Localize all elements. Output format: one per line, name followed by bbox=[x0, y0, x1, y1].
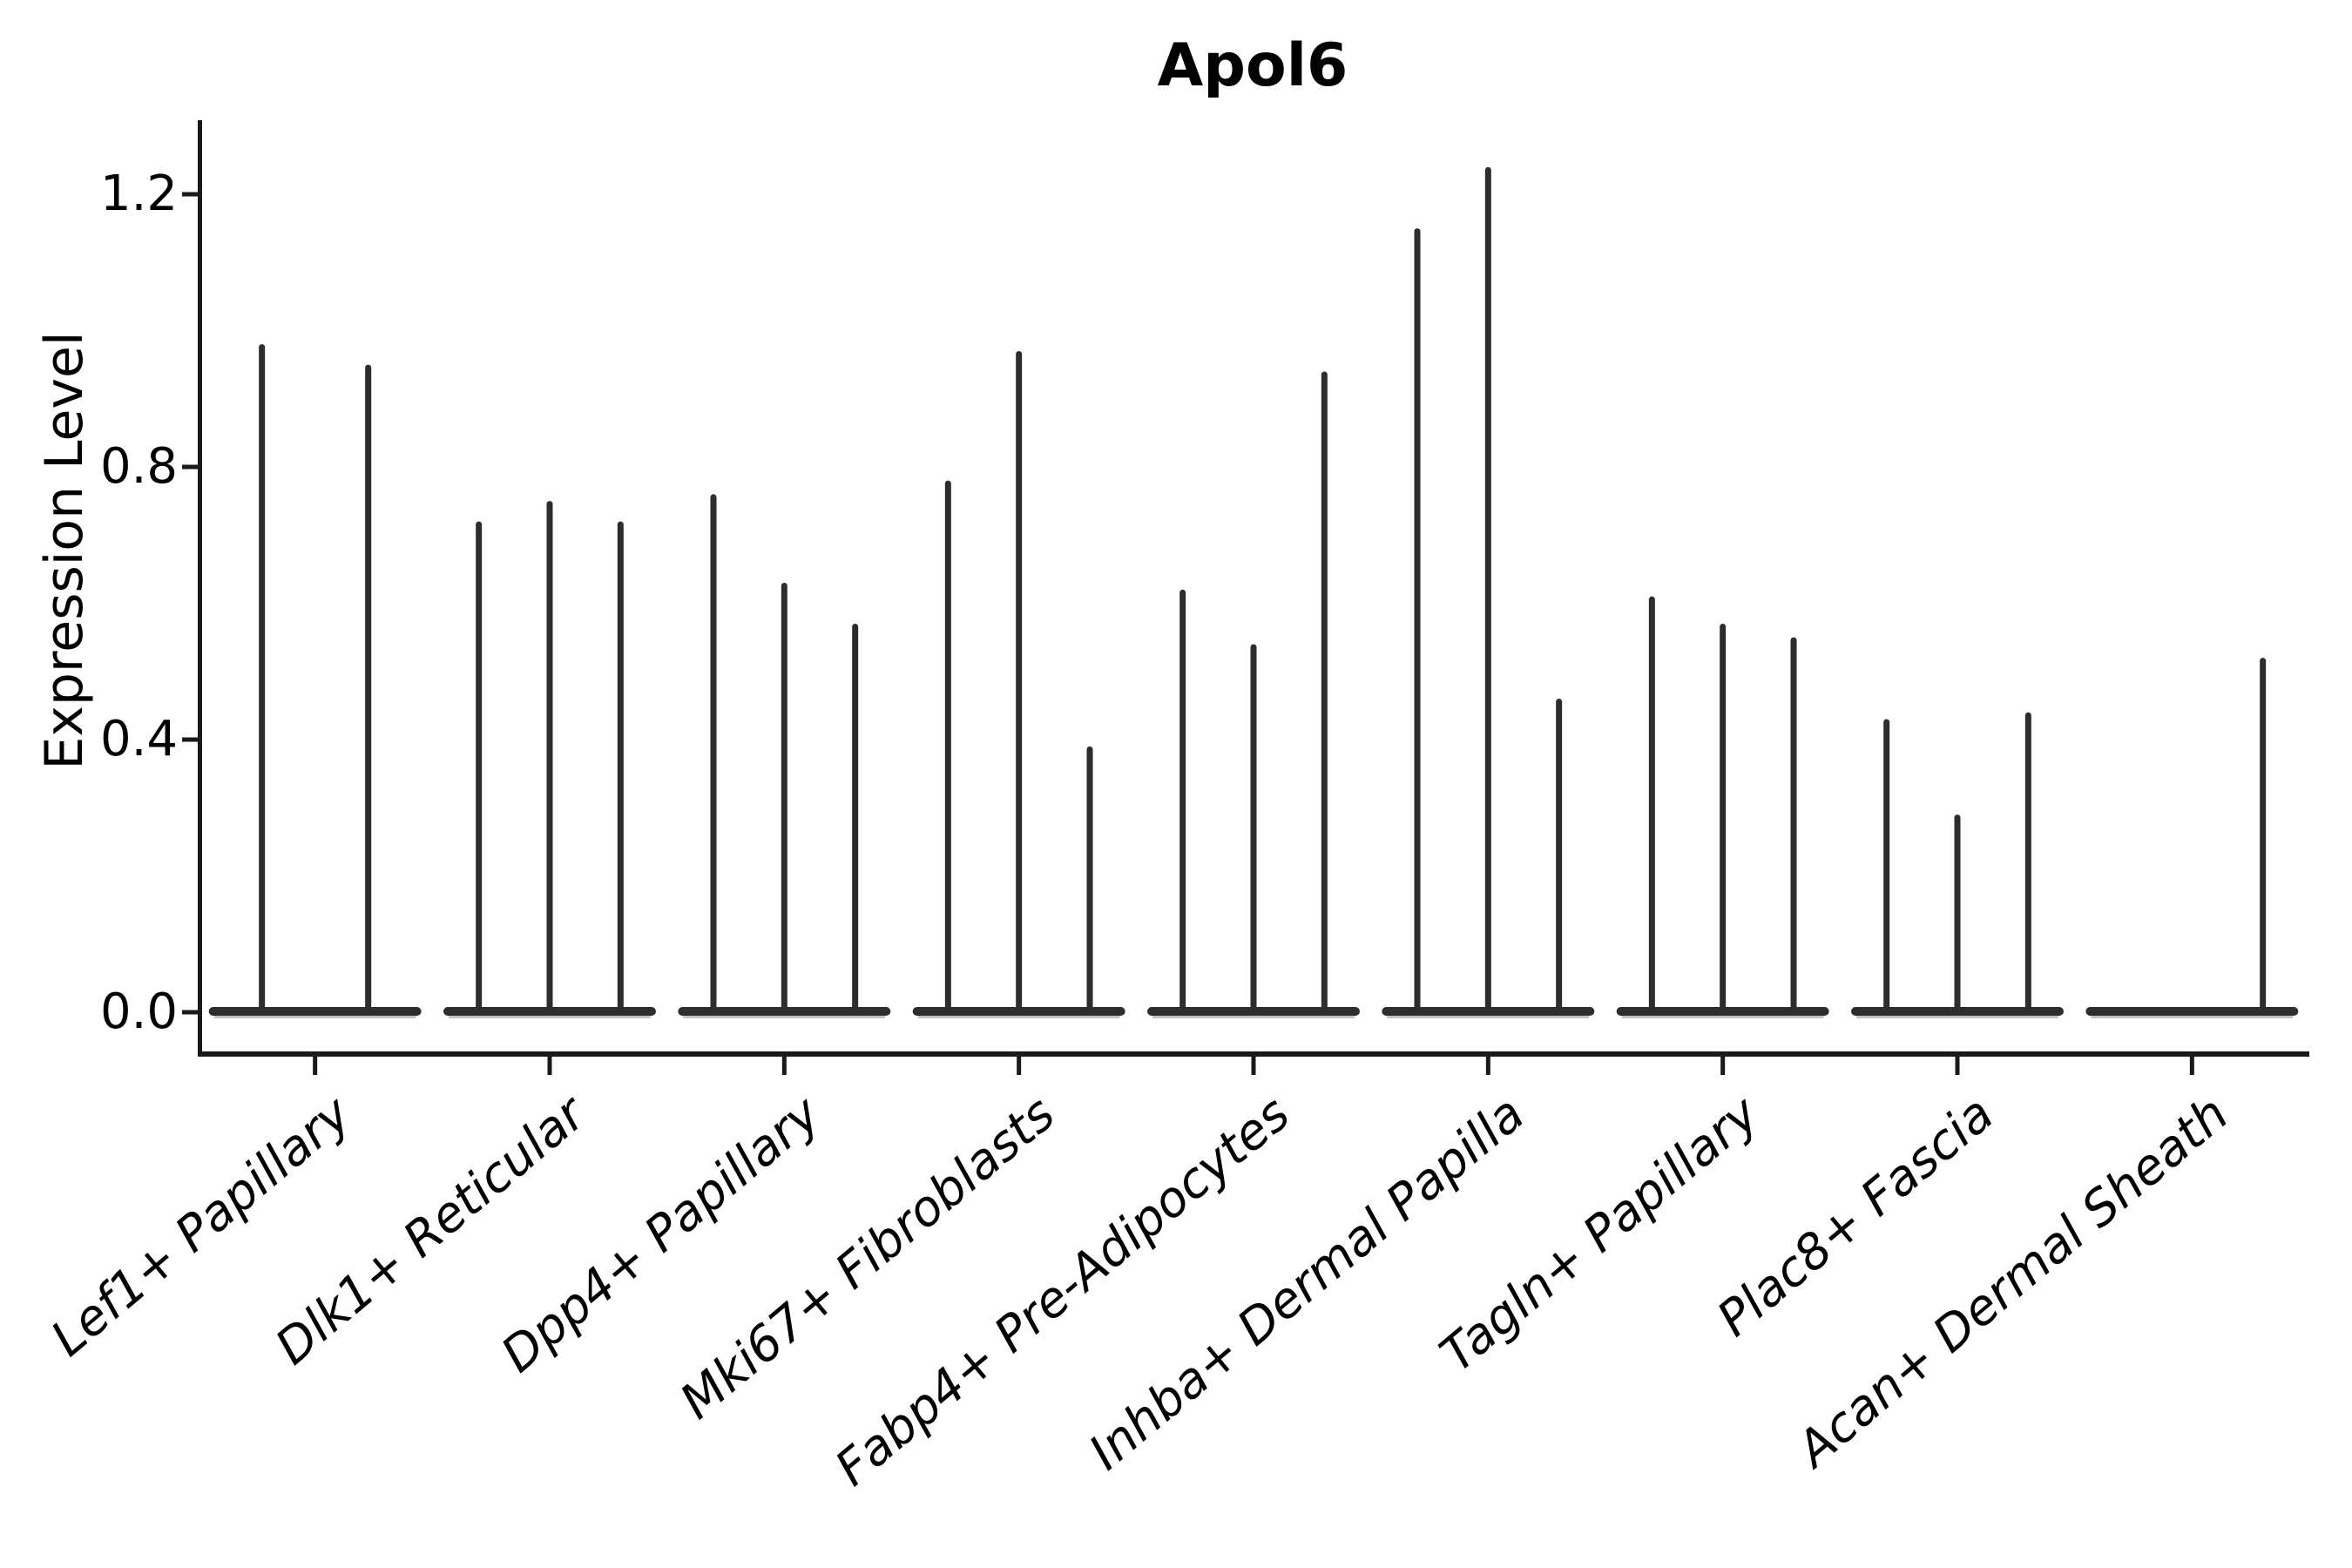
violin-baseline-shadow bbox=[213, 1016, 416, 1018]
violin-baseline-shadow bbox=[1387, 1016, 1590, 1018]
y-axis-label: Expression Level bbox=[34, 331, 95, 770]
violin-baseline bbox=[2085, 1007, 2299, 1016]
violin-baseline-shadow bbox=[1152, 1016, 1355, 1018]
y-tick-label: 1.2 bbox=[99, 166, 178, 222]
violin-baseline-shadow bbox=[1621, 1016, 1824, 1018]
violin-baseline-shadow bbox=[683, 1016, 886, 1018]
y-tick-label: 0.4 bbox=[99, 711, 178, 767]
violin-baseline-shadow bbox=[917, 1016, 1120, 1018]
violin-baseline bbox=[208, 1007, 422, 1016]
y-tick-label: 0.8 bbox=[99, 438, 178, 495]
chart-title: Apol6 bbox=[1157, 31, 1348, 100]
violin-baseline-shadow bbox=[449, 1016, 651, 1018]
y-tick-label: 0.0 bbox=[99, 983, 178, 1040]
violin-baseline-shadow bbox=[1856, 1016, 2058, 1018]
violin-baseline-shadow bbox=[2091, 1016, 2294, 1018]
